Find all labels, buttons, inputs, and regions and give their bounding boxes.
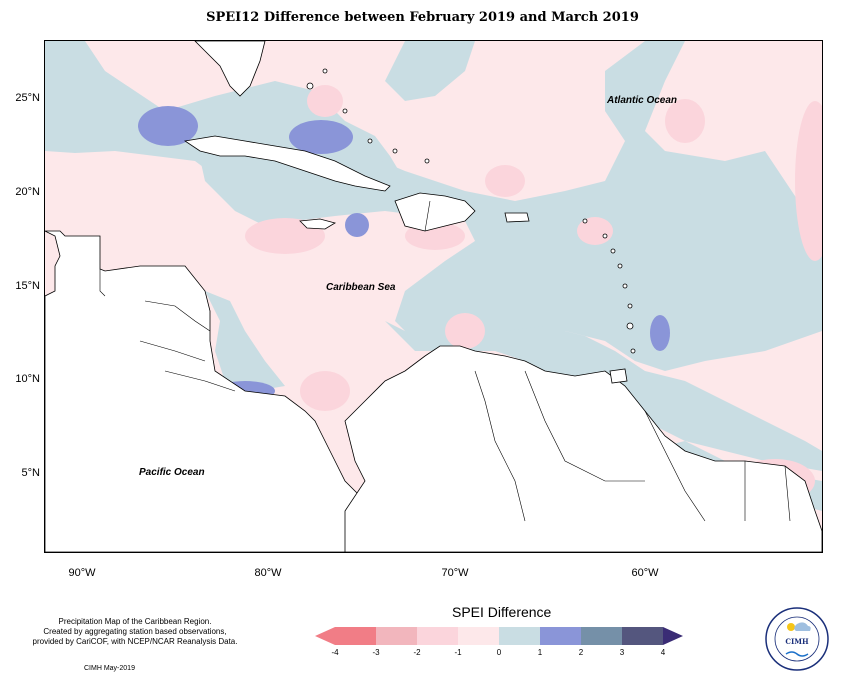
legend-tick: 4 xyxy=(660,648,666,657)
legend-tick: -2 xyxy=(413,648,421,657)
map-panel xyxy=(44,40,823,553)
logo-text: CIMH xyxy=(785,637,809,646)
lat-label-5n: 5°N xyxy=(21,467,40,479)
credit-text: CIMH May-2019 xyxy=(84,665,135,672)
caribbean-sea-label: Caribbean Sea xyxy=(326,282,396,293)
legend-swatch-8 xyxy=(622,627,663,645)
legend-tick: -1 xyxy=(454,648,462,657)
cloud-icon xyxy=(794,622,811,631)
legend-colorbar xyxy=(315,627,683,645)
lon-label-80w: 80°W xyxy=(254,567,282,579)
legend-swatch-7 xyxy=(581,627,622,645)
lat-label-25n: 25°N xyxy=(15,92,40,104)
legend-arrow-low xyxy=(315,627,335,645)
legend-tick: 2 xyxy=(578,648,584,657)
legend-swatch-3 xyxy=(417,627,458,645)
lon-label-90w: 90°W xyxy=(68,567,96,579)
country-borders xyxy=(99,200,791,522)
legend-tick: 0 xyxy=(496,648,502,657)
pacific-ocean-label: Pacific Ocean xyxy=(139,467,205,478)
legend-title: SPEI Difference xyxy=(452,604,552,620)
legend-swatch-2 xyxy=(376,627,417,645)
land-masses xyxy=(45,41,822,552)
info-line-3: provided by CariCOF, with NCEP/NCAR Rean… xyxy=(32,637,238,646)
legend-swatch-5 xyxy=(499,627,540,645)
lat-label-15n: 15°N xyxy=(15,280,40,292)
lon-label-60w: 60°W xyxy=(631,567,659,579)
legend-tick: -4 xyxy=(331,648,339,657)
lon-label-70w: 70°W xyxy=(441,567,469,579)
legend-tick: 1 xyxy=(537,648,543,657)
cimh-logo xyxy=(765,607,829,671)
info-line-2: Created by aggregating station based obs… xyxy=(43,627,227,636)
legend-swatch-1 xyxy=(335,627,376,645)
sun-icon xyxy=(787,623,795,631)
info-line-1: Precipitation Map of the Caribbean Regio… xyxy=(58,617,212,626)
lat-label-10n: 10°N xyxy=(15,373,40,385)
legend-swatch-6 xyxy=(540,627,581,645)
legend-tick: -3 xyxy=(372,648,380,657)
spei-map-svg xyxy=(45,41,822,552)
atlantic-ocean-label: Atlantic Ocean xyxy=(607,95,678,106)
legend-swatch-4 xyxy=(458,627,499,645)
legend-tick: 3 xyxy=(619,648,625,657)
lat-label-20n: 20°N xyxy=(15,186,40,198)
legend-arrow-high xyxy=(663,627,683,645)
map-title: SPEI12 Difference between February 2019 … xyxy=(206,10,639,25)
wave-icon xyxy=(785,651,809,657)
